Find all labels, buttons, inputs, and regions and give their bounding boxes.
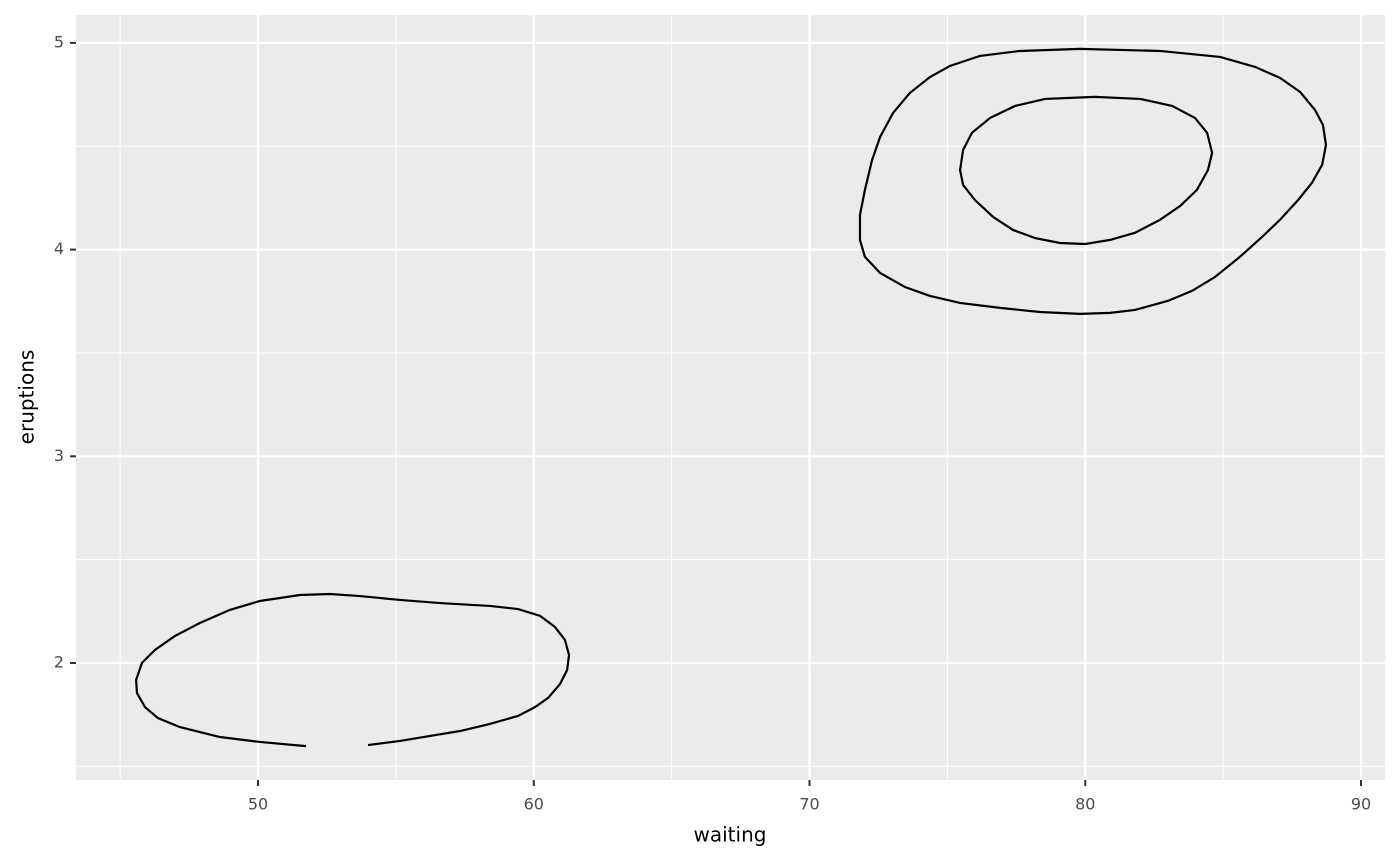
y-tick-label: 4 xyxy=(54,239,64,258)
x-tick-label: 50 xyxy=(248,795,268,814)
y-tick-label: 5 xyxy=(54,32,64,51)
panel xyxy=(76,15,1385,780)
x-tick-label: 90 xyxy=(1351,795,1371,814)
x-tick-label: 70 xyxy=(799,795,819,814)
x-tick-label: 80 xyxy=(1075,795,1095,814)
y-tick-label: 3 xyxy=(54,446,64,465)
x-axis-title: waiting xyxy=(694,823,767,847)
y-axis-title: eruptions xyxy=(15,350,39,445)
y-tick-label: 2 xyxy=(54,653,64,672)
contour-line xyxy=(135,592,571,748)
contour-line xyxy=(858,47,1328,315)
contour-line xyxy=(958,95,1214,246)
x-tick-label: 60 xyxy=(524,795,544,814)
